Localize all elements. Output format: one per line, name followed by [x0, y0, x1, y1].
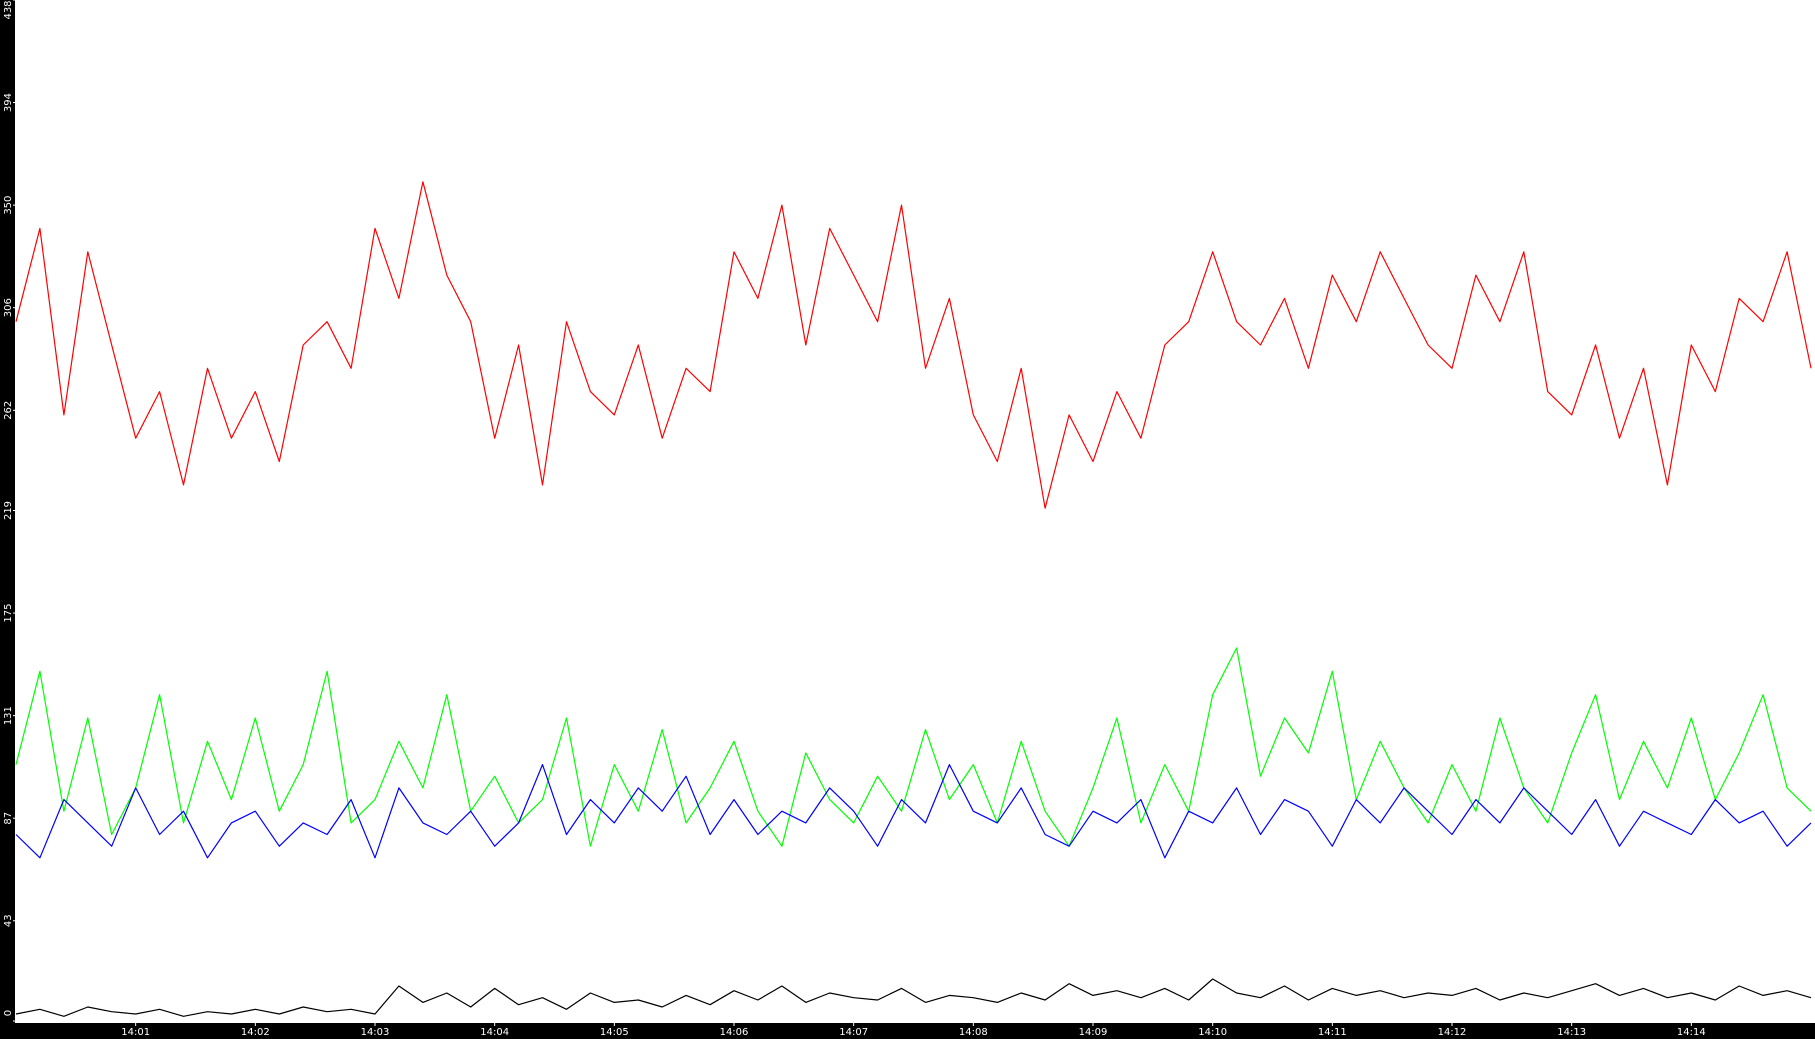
series-line — [15, 978, 1812, 1017]
x-tick-label: 14:14 — [1677, 1027, 1706, 1038]
x-tick-label: 14:05 — [600, 1027, 629, 1038]
x-tick-label: 14:06 — [720, 1027, 749, 1038]
y-tick-label: 131 — [3, 706, 14, 725]
y-tick-label: 219 — [3, 501, 14, 520]
x-tick-label: 14:12 — [1438, 1027, 1467, 1038]
x-tick-label: 14:03 — [361, 1027, 390, 1038]
y-tick-label: 0 — [3, 1010, 14, 1016]
x-tick-label: 14:01 — [121, 1027, 150, 1038]
x-tick-label: 14:04 — [480, 1027, 509, 1038]
x-tick-label: 14:13 — [1557, 1027, 1586, 1038]
y-tick-label: 43 — [3, 914, 14, 927]
y-tick-label: 262 — [3, 401, 14, 420]
y-tick-label: 87 — [3, 812, 14, 825]
series-line — [15, 764, 1812, 859]
x-tick-label: 14:08 — [959, 1027, 988, 1038]
series-line — [15, 181, 1812, 509]
y-tick-label: 350 — [3, 196, 14, 215]
x-tick-label: 14:09 — [1079, 1027, 1108, 1038]
x-tick-label: 14:02 — [241, 1027, 270, 1038]
x-axis-bar — [0, 1023, 1815, 1039]
x-tick-label: 14:10 — [1198, 1027, 1227, 1038]
y-tick-label: 175 — [3, 604, 14, 623]
x-tick-label: 14:11 — [1318, 1027, 1347, 1038]
y-axis-bar — [0, 0, 15, 1039]
y-tick-label: 438 — [3, 0, 14, 19]
series-line — [15, 647, 1812, 847]
y-tick-label: 306 — [3, 298, 14, 317]
x-tick-label: 14:07 — [839, 1027, 868, 1038]
y-tick-label: 394 — [3, 93, 14, 112]
